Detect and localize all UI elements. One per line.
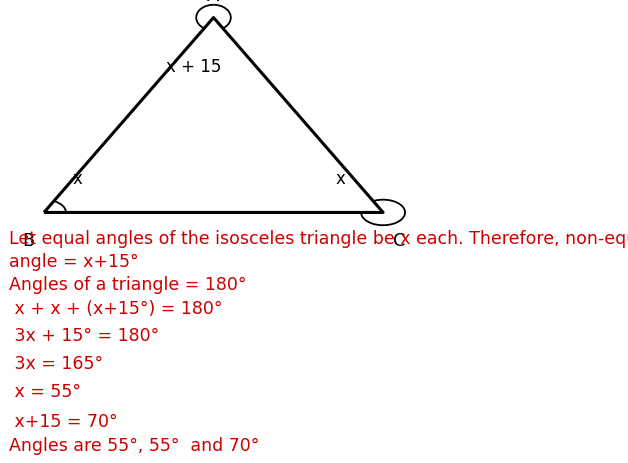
Text: angle = x+15°: angle = x+15° [9, 253, 139, 270]
Text: C: C [392, 232, 405, 250]
Text: x + x + (x+15°) = 180°: x + x + (x+15°) = 180° [9, 299, 223, 317]
Text: Angles are 55°, 55°  and 70°: Angles are 55°, 55° and 70° [9, 437, 260, 454]
Text: x+15 = 70°: x+15 = 70° [9, 413, 118, 430]
Text: B: B [22, 232, 35, 250]
Text: Angles of a triangle = 180°: Angles of a triangle = 180° [9, 276, 247, 294]
Text: 3x + 15° = 180°: 3x + 15° = 180° [9, 327, 160, 344]
Text: x: x [72, 169, 82, 187]
Text: Let equal angles of the isosceles triangle be x each. Therefore, non-equal: Let equal angles of the isosceles triang… [9, 230, 628, 247]
Text: A: A [207, 0, 220, 5]
Text: x + 15: x + 15 [166, 58, 222, 76]
Text: x = 55°: x = 55° [9, 382, 82, 400]
Text: 3x = 165°: 3x = 165° [9, 355, 104, 372]
Text: x: x [336, 169, 346, 187]
